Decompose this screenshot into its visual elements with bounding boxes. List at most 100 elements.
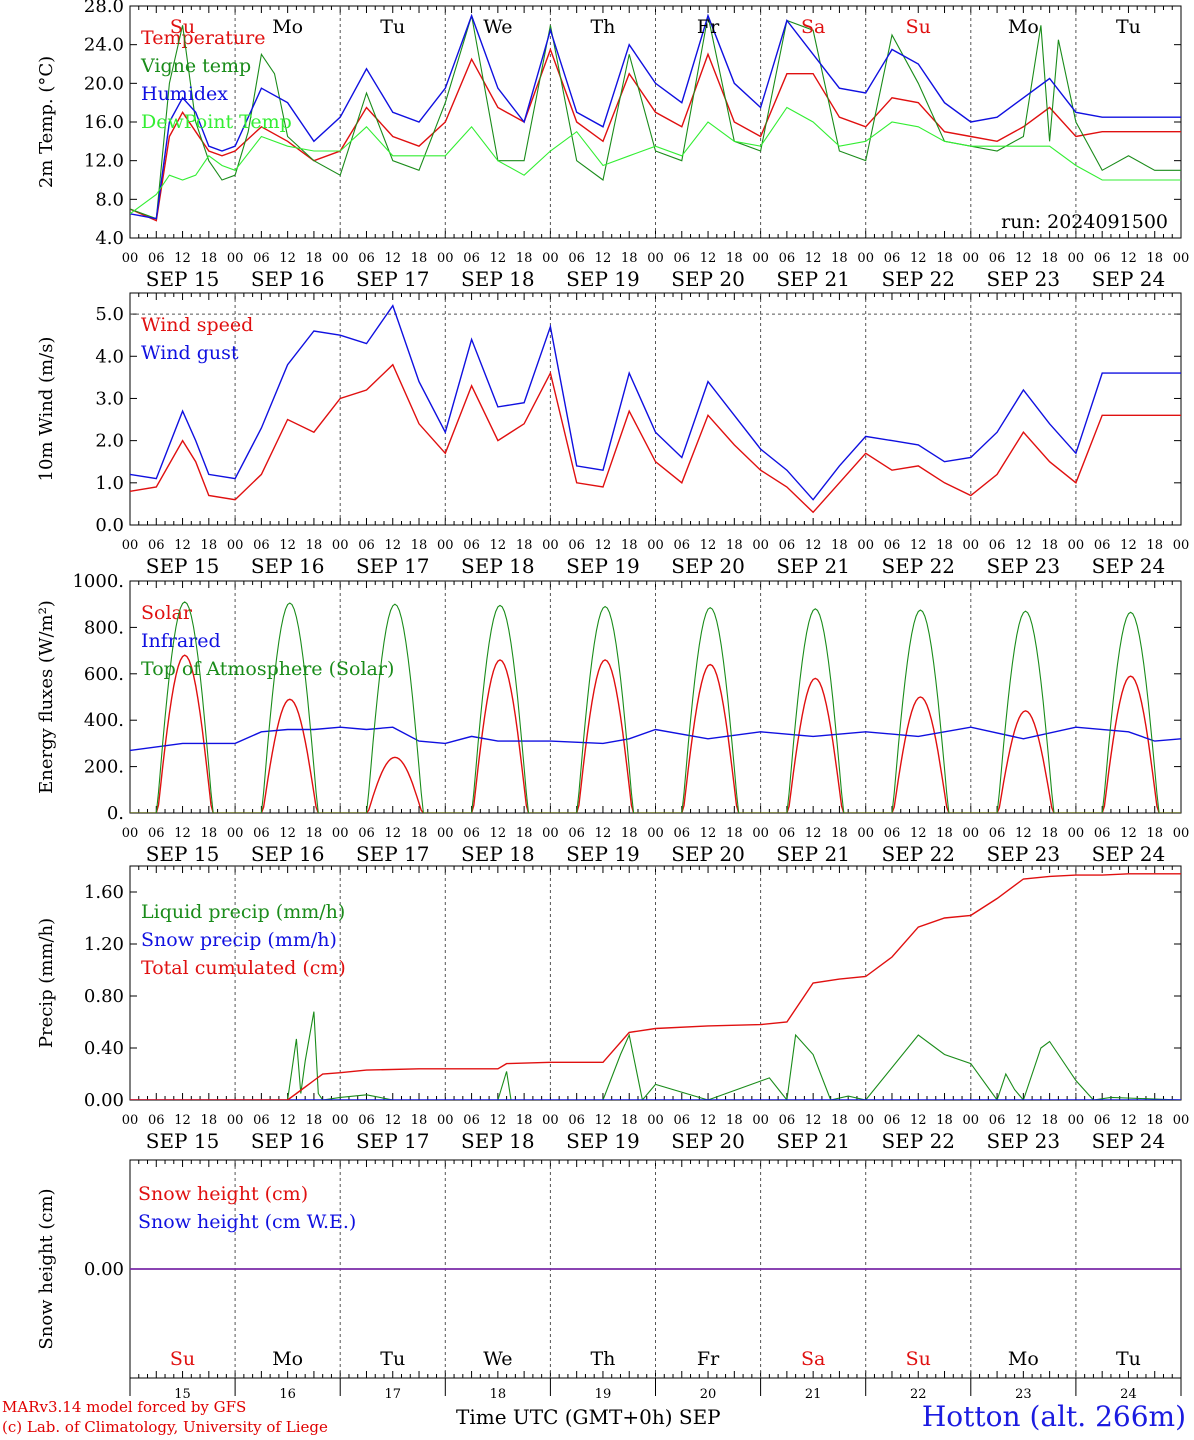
- y-tick-label: 200.: [84, 757, 124, 778]
- hour-tick-label: 00: [752, 251, 769, 266]
- series-line-infrared: [130, 726, 1181, 752]
- hour-tick-label: 12: [595, 1113, 612, 1128]
- run-label: run: 2024091500: [1001, 211, 1168, 233]
- series-line-total-cumulated-cm-: [130, 873, 1181, 1100]
- hour-tick-label: 18: [621, 826, 638, 841]
- hour-tick-label: 18: [936, 826, 953, 841]
- hour-tick-label: 00: [1068, 538, 1085, 553]
- hour-tick-label: 18: [621, 538, 638, 553]
- hour-tick-label: 06: [884, 1113, 901, 1128]
- y-tick-label: 0.0: [95, 515, 124, 536]
- hour-tick-label: 18: [831, 538, 848, 553]
- hour-tick-label: 18: [726, 826, 743, 841]
- hour-tick-label: 06: [463, 1113, 480, 1128]
- hour-tick-label: 00: [647, 826, 664, 841]
- y-axis-label: Snow height (cm): [36, 1188, 57, 1349]
- hour-tick-label: 12: [174, 1113, 191, 1128]
- hour-tick-label: 12: [384, 826, 401, 841]
- hour-tick-label: 18: [726, 1113, 743, 1128]
- hour-tick-label: 00: [332, 826, 349, 841]
- y-tick-label: 4.0: [95, 346, 124, 367]
- date-label: SEP 20: [671, 554, 745, 578]
- hour-tick-label: 18: [1041, 251, 1058, 266]
- date-label: SEP 17: [356, 842, 430, 866]
- series-line-humidex: [130, 13, 1181, 220]
- hour-tick-label: 06: [253, 251, 270, 266]
- date-label: SEP 22: [881, 554, 955, 578]
- hour-tick-label: 06: [253, 826, 270, 841]
- hour-tick-label: 12: [805, 251, 822, 266]
- series-line-solar: [130, 654, 1181, 813]
- hour-tick-label: 06: [568, 826, 585, 841]
- date-label: SEP 16: [251, 267, 325, 291]
- y-tick-label: 2.0: [95, 431, 124, 452]
- weekday-label: Fr: [697, 1348, 720, 1370]
- hour-tick-label: 00: [122, 1113, 139, 1128]
- hour-tick-label: 06: [989, 826, 1006, 841]
- hour-tick-label: 12: [910, 251, 927, 266]
- hour-tick-label: 18: [831, 826, 848, 841]
- y-tick-label: 1000.: [72, 571, 124, 592]
- hour-tick-label: 00: [647, 251, 664, 266]
- hour-tick-label: 00: [1068, 1113, 1085, 1128]
- hour-tick-label: 00: [122, 251, 139, 266]
- hour-tick-label: 12: [174, 538, 191, 553]
- hour-tick-label: 18: [411, 538, 428, 553]
- y-tick-label: 400.: [84, 710, 124, 731]
- date-label: SEP 16: [251, 554, 325, 578]
- weekday-label: Sa: [801, 1348, 825, 1370]
- hour-tick-label: 06: [463, 251, 480, 266]
- hour-tick-label: 00: [1173, 1113, 1190, 1128]
- hour-tick-label: 18: [621, 1113, 638, 1128]
- hour-tick-label: 18: [831, 1113, 848, 1128]
- legend-entry: Snow height (cm): [138, 1183, 308, 1205]
- hour-tick-label: 18: [516, 1113, 533, 1128]
- date-label: SEP 23: [987, 267, 1061, 291]
- hour-tick-label: 18: [306, 826, 323, 841]
- weekday-label: Mo: [1008, 16, 1039, 38]
- legend-entry: DewPoint Temp: [141, 111, 292, 133]
- hour-tick-label: 00: [437, 538, 454, 553]
- date-label: SEP 15: [146, 554, 220, 578]
- hour-tick-label: 18: [201, 251, 218, 266]
- series-line-dewpoint-temp: [130, 106, 1181, 215]
- series-line-wind-speed: [130, 363, 1181, 514]
- hour-tick-label: 06: [148, 1113, 165, 1128]
- weekday-label: Su: [170, 16, 195, 38]
- legend-entry: Snow precip (mm/h): [141, 929, 337, 951]
- legend-entry: Snow height (cm W.E.): [138, 1211, 356, 1233]
- hour-tick-label: 12: [910, 826, 927, 841]
- y-tick-label: 0.00: [84, 1090, 124, 1111]
- hour-tick-label: 12: [384, 251, 401, 266]
- hour-tick-label: 18: [411, 826, 428, 841]
- hour-tick-label: 00: [227, 251, 244, 266]
- time-axis-label: Time UTC (GMT+0h): [456, 1405, 673, 1429]
- hour-tick-label: 00: [332, 1113, 349, 1128]
- hour-tick-label: 00: [963, 538, 980, 553]
- series-line-temperature: [130, 47, 1181, 222]
- hour-tick-label: 00: [437, 826, 454, 841]
- weekday-label: Tu: [380, 1348, 405, 1370]
- hour-tick-label: 12: [490, 826, 507, 841]
- hour-tick-label: 00: [332, 251, 349, 266]
- hour-tick-label: 12: [384, 1113, 401, 1128]
- date-label: SEP 20: [671, 842, 745, 866]
- hour-tick-label: 06: [884, 251, 901, 266]
- hour-tick-label: 12: [700, 251, 717, 266]
- y-tick-label: 600.: [84, 664, 124, 685]
- hour-tick-label: 06: [463, 538, 480, 553]
- hour-tick-label: 18: [1146, 826, 1163, 841]
- hour-tick-label: 18: [516, 826, 533, 841]
- hour-tick-label: 12: [1120, 1113, 1137, 1128]
- date-label: SEP 22: [881, 1129, 955, 1153]
- hour-tick-label: 18: [936, 538, 953, 553]
- hour-tick-label: 00: [857, 251, 874, 266]
- y-tick-label: 8.0: [95, 189, 124, 210]
- hour-tick-label: 12: [279, 826, 296, 841]
- day-number-label: 15: [174, 1387, 191, 1402]
- date-label: SEP 15: [146, 267, 220, 291]
- hour-tick-label: 12: [700, 538, 717, 553]
- date-label: SEP 19: [566, 554, 640, 578]
- hour-tick-label: 00: [1068, 826, 1085, 841]
